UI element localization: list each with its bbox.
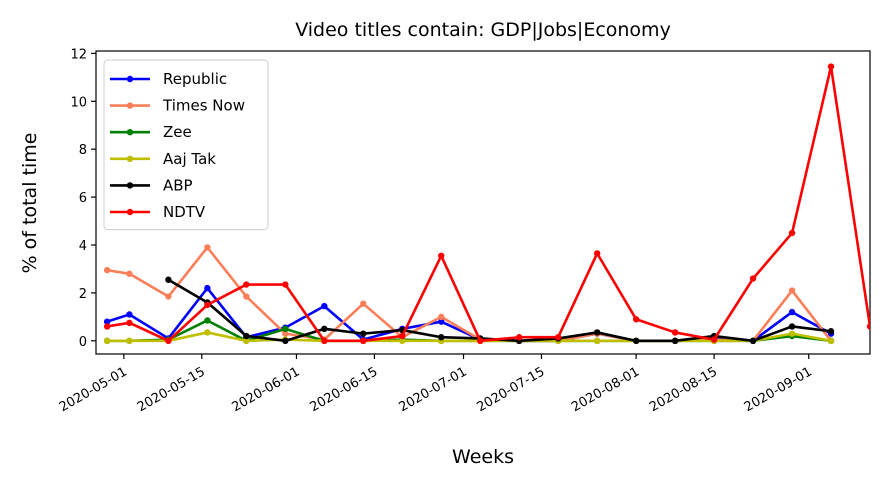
- series-layer: [103, 63, 870, 345]
- data-point-republic: [788, 308, 796, 316]
- y-tick-label: 8: [79, 143, 87, 158]
- data-point-republic: [126, 311, 133, 318]
- data-point-abp: [788, 323, 796, 330]
- data-point-ndtv: [827, 63, 835, 70]
- x-tick-label: 2020-06-01: [230, 364, 303, 415]
- data-point-aaj-tak: [593, 337, 601, 345]
- legend-label: Republic: [163, 70, 227, 88]
- data-point-times-now: [165, 293, 172, 300]
- data-point-ndtv: [671, 329, 679, 336]
- data-point-times-now: [360, 300, 367, 307]
- data-point-abp: [321, 325, 328, 333]
- data-point-republic: [204, 284, 211, 292]
- x-tick-label: 2020-08-15: [647, 364, 720, 415]
- data-point-ndtv: [710, 336, 718, 343]
- plot-frame: [95, 50, 871, 355]
- legend-marker: [126, 155, 134, 162]
- x-tick-label: 2020-05-15: [135, 364, 208, 415]
- chart-title: Video titles contain: GDP|Jobs|Economy: [295, 19, 671, 41]
- data-point-times-now: [438, 313, 445, 321]
- data-point-abp: [243, 332, 250, 340]
- legend-box: [103, 59, 269, 231]
- data-point-abp: [282, 337, 289, 345]
- data-point-abp: [827, 328, 835, 335]
- data-point-zee: [282, 325, 289, 333]
- data-point-times-now: [126, 270, 133, 277]
- data-point-ndtv: [165, 337, 172, 345]
- data-point-ndtv: [360, 337, 367, 345]
- data-point-abp: [671, 337, 679, 345]
- data-point-aaj-tak: [243, 337, 250, 345]
- data-point-republic: [103, 318, 111, 325]
- data-point-times-now: [788, 287, 796, 294]
- legend-marker: [126, 129, 134, 136]
- x-axis: 2020-05-01 2020-05-15 2020-06-01 2020-06-15…: [57, 354, 815, 415]
- plot-area: [95, 50, 871, 355]
- data-point-aaj-tak: [204, 329, 211, 336]
- x-tick-label: 2020-07-15: [475, 364, 548, 415]
- legend-marker: [126, 182, 134, 189]
- data-point-republic: [438, 318, 445, 325]
- data-point-ndtv: [438, 252, 445, 259]
- data-point-abp: [360, 330, 367, 337]
- data-point-abp: [165, 276, 172, 283]
- data-point-times-now: [282, 330, 289, 337]
- data-point-ndtv: [126, 319, 133, 327]
- data-point-aaj-tak: [103, 337, 111, 345]
- data-point-times-now: [243, 293, 250, 300]
- x-tick-label: 2020-08-01: [569, 364, 642, 415]
- data-point-aaj-tak: [827, 337, 835, 345]
- data-point-ndtv: [515, 334, 523, 341]
- data-point-times-now: [204, 244, 211, 251]
- data-point-ndtv: [399, 332, 406, 340]
- series-ndtv: [103, 63, 870, 345]
- data-point-abp: [749, 337, 757, 345]
- data-point-zee: [204, 317, 211, 324]
- data-point-ndtv: [243, 281, 250, 288]
- legend-marker: [126, 208, 134, 216]
- series-line-aaj-tak: [107, 331, 832, 343]
- data-point-ndtv: [866, 323, 870, 330]
- legend-label: Zee: [163, 123, 192, 141]
- data-point-republic: [321, 302, 328, 310]
- legend-label: ABP: [163, 176, 193, 194]
- data-point-ndtv: [282, 281, 289, 288]
- data-point-abp: [593, 329, 601, 336]
- data-point-abp: [438, 334, 445, 341]
- legend: Republic Times Now Zee Aaj Tak ABP NDTV: [103, 59, 269, 231]
- y-tick-label: 4: [79, 239, 87, 254]
- data-point-ndtv: [632, 316, 640, 323]
- data-point-ndtv: [749, 275, 757, 282]
- data-point-abp: [632, 337, 640, 345]
- data-point-ndtv: [321, 337, 328, 345]
- data-point-aaj-tak: [399, 337, 406, 345]
- x-axis-title: Weeks: [452, 446, 514, 468]
- data-point-ndtv: [477, 337, 484, 345]
- x-tick-label: 2020-05-01: [57, 364, 130, 415]
- data-point-ndtv: [204, 301, 211, 309]
- y-tick-label: 0: [79, 335, 87, 350]
- y-tick-label: 10: [70, 95, 87, 110]
- y-axis: 0 2 4 6 8 10 12: [70, 47, 96, 350]
- x-tick-label: 2020-09-01: [742, 364, 815, 415]
- data-point-ndtv: [593, 250, 601, 257]
- data-point-ndtv: [554, 334, 562, 341]
- legend-label: Times Now: [162, 97, 245, 115]
- y-tick-label: 12: [70, 47, 87, 62]
- data-point-aaj-tak: [126, 337, 133, 345]
- data-point-aaj-tak: [788, 330, 796, 337]
- y-tick-label: 6: [79, 191, 87, 206]
- data-point-times-now: [103, 266, 111, 274]
- x-tick-label: 2020-06-15: [307, 364, 380, 415]
- legend-label: NDTV: [163, 203, 206, 221]
- y-tick-label: 2: [79, 287, 87, 302]
- legend-label: Aaj Tak: [163, 150, 216, 168]
- data-point-ndtv: [103, 323, 111, 330]
- data-point-ndtv: [788, 229, 796, 237]
- legend-marker: [126, 75, 134, 83]
- y-axis-title: % of total time: [19, 133, 41, 274]
- x-tick-label: 2020-07-01: [397, 364, 470, 415]
- legend-marker: [126, 102, 134, 109]
